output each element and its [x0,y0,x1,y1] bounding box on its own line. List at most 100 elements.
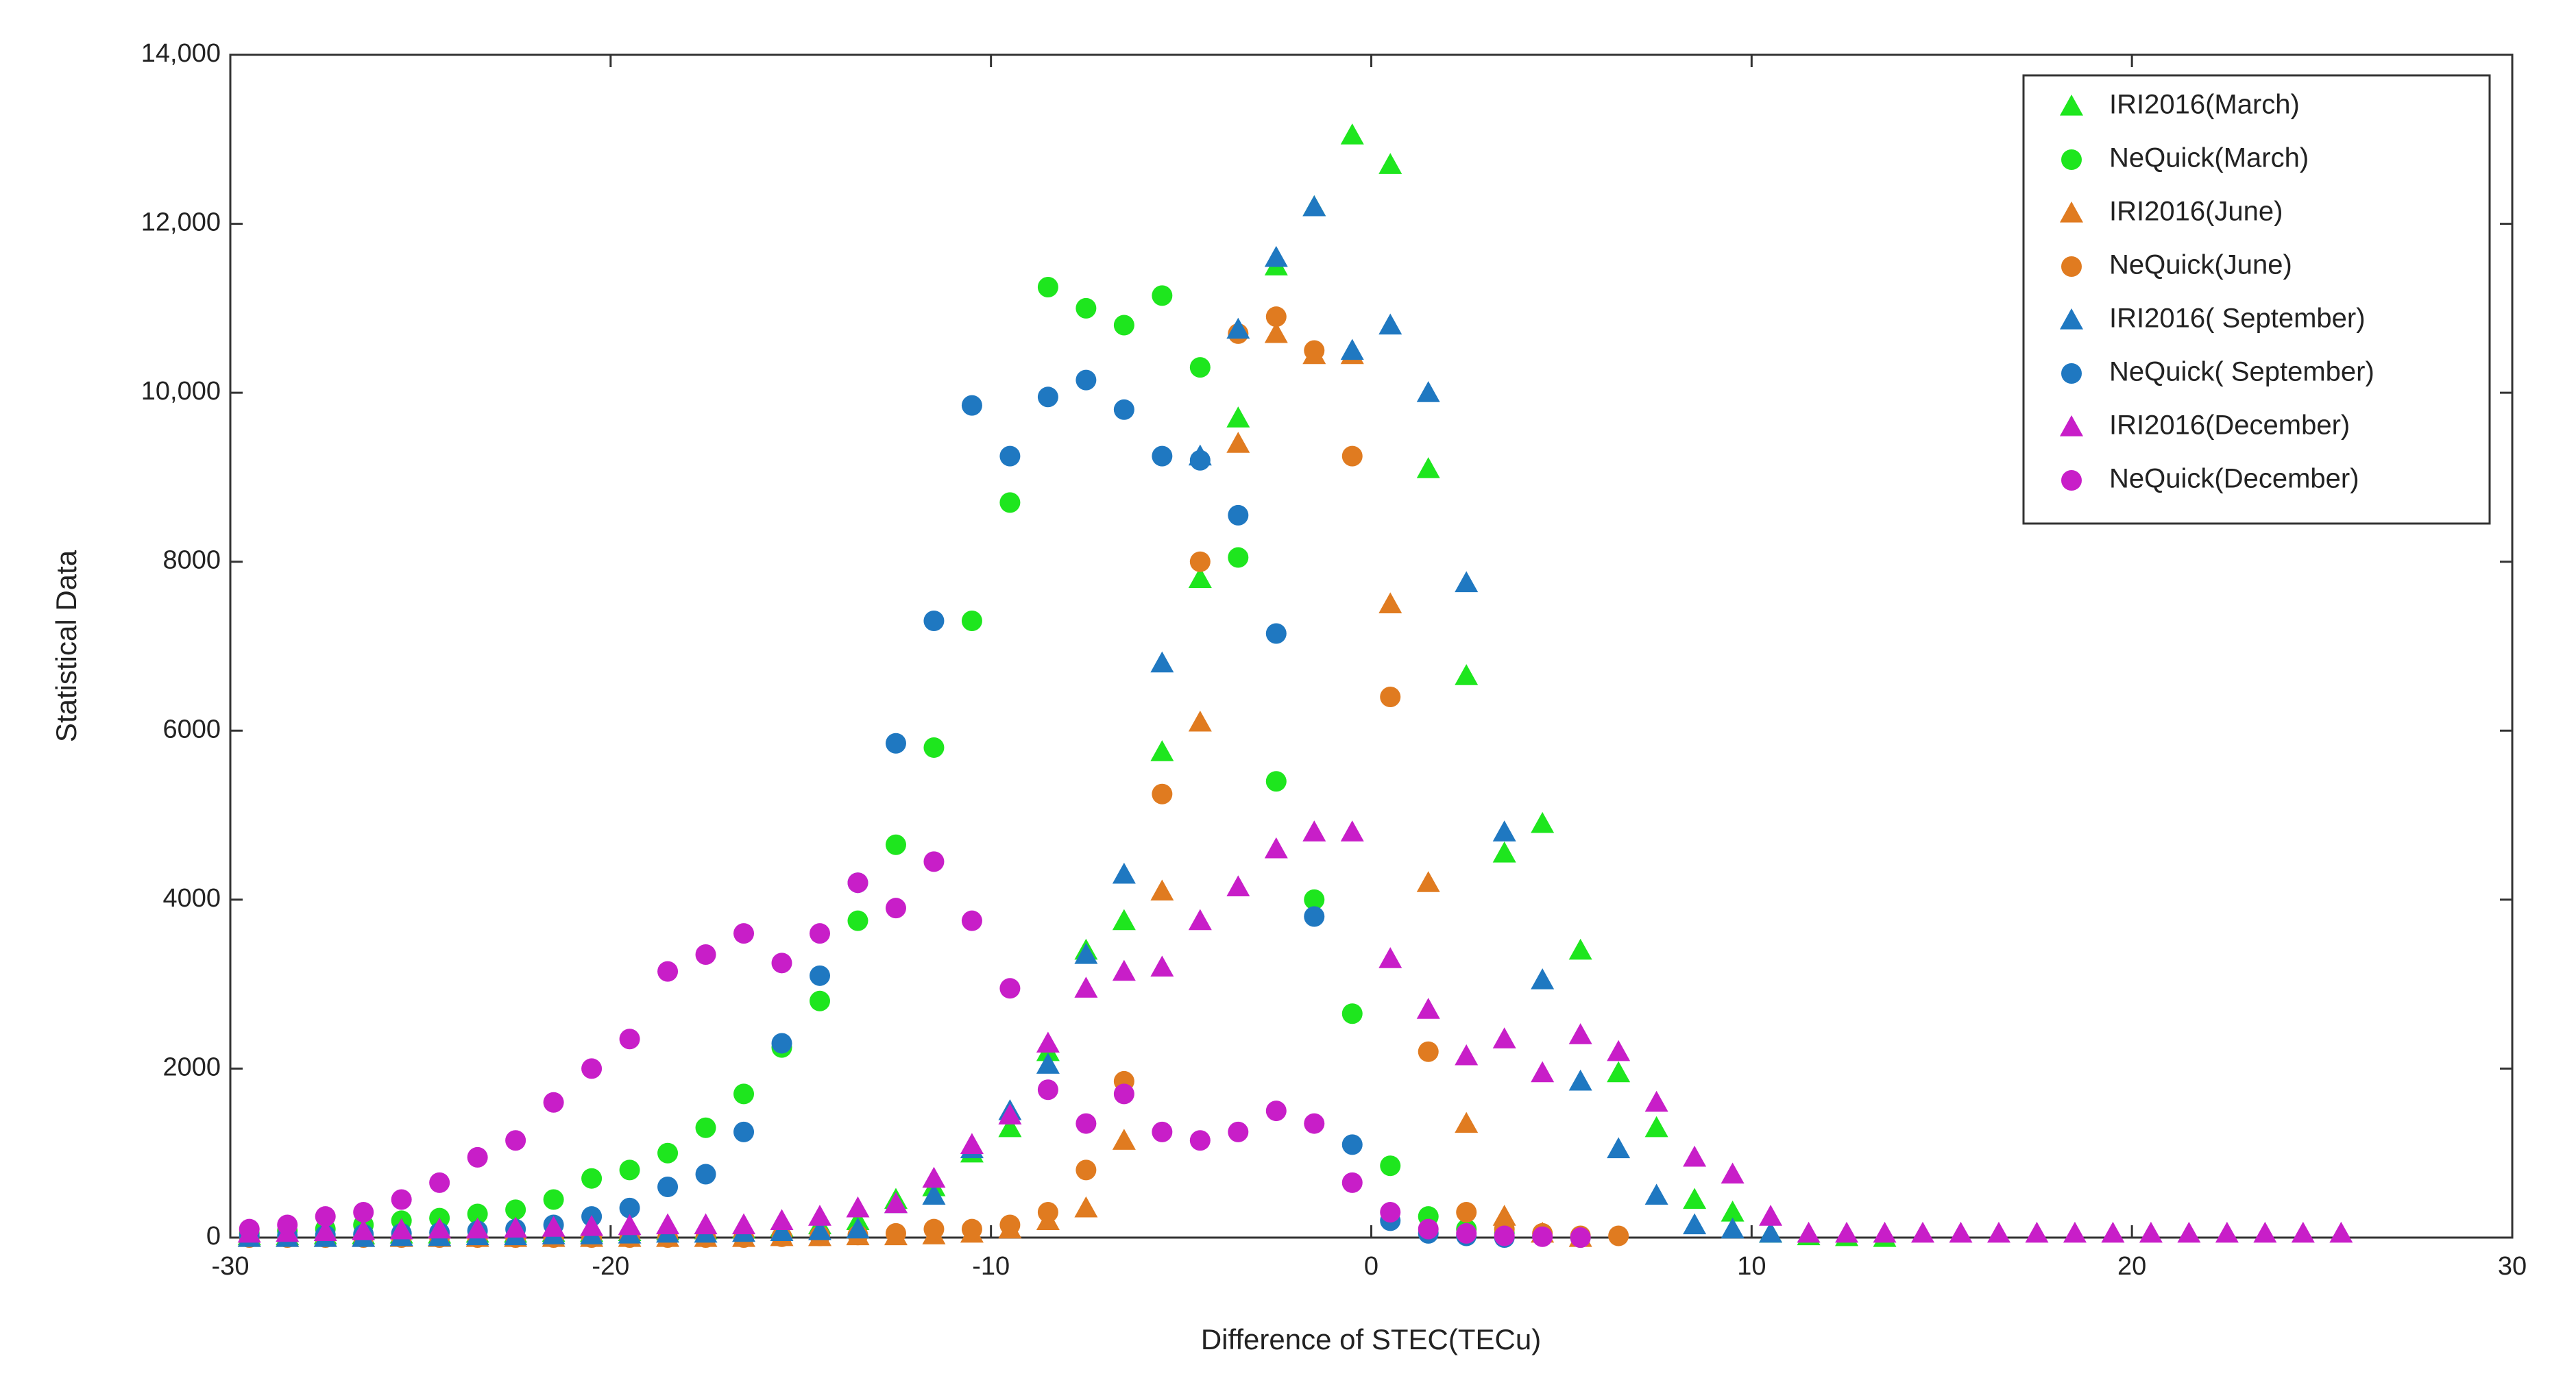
data-point [1302,195,1326,217]
data-point [1112,1129,1136,1150]
data-point [1494,1225,1515,1246]
legend-label: IRI2016(June) [2109,197,2283,227]
data-point [619,1159,640,1181]
data-point [1188,909,1212,931]
legend-label: NeQuick(March) [2109,143,2309,173]
data-point [922,1166,946,1188]
data-point [1341,445,1363,467]
data-point [809,965,830,986]
data-point [1036,1031,1060,1053]
y-tick-label: 14,000 [141,39,221,68]
data-point [1607,1040,1631,1061]
data-point [998,1116,1022,1138]
legend-marker [2060,95,2083,116]
data-point [1416,998,1440,1019]
data-point [885,834,906,855]
data-point [961,395,982,416]
data-point [1721,1201,1745,1222]
data-point [695,1164,716,1185]
data-point [1531,811,1555,833]
data-point [1265,306,1287,328]
data-point [1683,1188,1707,1209]
data-point [1226,406,1250,428]
data-point [1416,871,1440,892]
data-point [1418,1218,1439,1240]
data-point [1341,1172,1363,1193]
data-point [1264,837,1288,859]
data-point [998,1103,1022,1125]
data-point [313,1220,337,1241]
data-point [657,961,679,982]
data-point [923,1218,945,1240]
data-point [1076,369,1097,391]
data-point [695,944,716,965]
data-point [1037,1202,1058,1223]
data-point [1492,1027,1516,1048]
data-point [694,1213,718,1235]
x-tick-label: 10 [1737,1252,1766,1281]
data-point [1607,1061,1631,1083]
data-point [885,1223,906,1244]
data-point [695,1117,716,1138]
data-point [1416,381,1440,402]
data-point [1607,1137,1631,1159]
data-point [505,1199,526,1220]
data-point [1570,1227,1591,1248]
data-point [1302,820,1326,841]
data-point [277,1214,298,1236]
data-point [2215,1221,2239,1243]
data-point [1683,1213,1707,1235]
data-point [1189,357,1211,378]
data-point [846,1217,870,1239]
x-tick-label: 20 [2117,1252,2146,1281]
data-point [657,1142,679,1164]
data-point [1378,313,1402,335]
data-point [581,1168,603,1189]
data-point [1304,906,1325,927]
data-point [1644,1090,1668,1112]
data-point [1152,783,1173,804]
legend-marker [2060,308,2083,330]
data-point [1150,879,1174,901]
data-point [1076,297,1097,319]
data-point [771,953,792,974]
data-point [1228,1121,1249,1142]
data-point [733,1083,755,1105]
data-point [1152,1121,1173,1142]
data-point [1531,968,1555,990]
data-point [1378,947,1402,968]
data-point [884,1192,908,1214]
data-point [1037,277,1058,298]
data-point [1568,938,1592,960]
data-point [1150,740,1174,761]
data-point [619,1197,640,1218]
data-point [1340,339,1364,360]
data-point [1644,1183,1668,1205]
data-point [1380,686,1401,707]
data-point [999,1214,1021,1236]
y-tick-label: 8000 [162,546,221,575]
data-point [847,872,868,894]
data-point [885,733,906,754]
data-point [1076,1159,1097,1181]
data-point [1455,664,1479,685]
data-point [1721,1162,1745,1184]
data-point [1113,315,1134,336]
data-point [1226,317,1250,339]
data-point [543,1092,564,1113]
data-point [1076,1113,1097,1134]
data-point [1568,1023,1592,1044]
data-point [999,445,1021,467]
data-point [1456,1223,1477,1244]
x-tick-label: 30 [2498,1252,2527,1281]
data-point [315,1206,336,1227]
data-point [2063,1221,2087,1243]
data-point [1112,909,1136,931]
data-point [1759,1205,1783,1226]
data-point [657,1177,679,1198]
data-point [1492,1205,1516,1226]
data-point [1037,386,1058,408]
data-point [2101,1221,2125,1243]
data-point [922,1183,946,1205]
